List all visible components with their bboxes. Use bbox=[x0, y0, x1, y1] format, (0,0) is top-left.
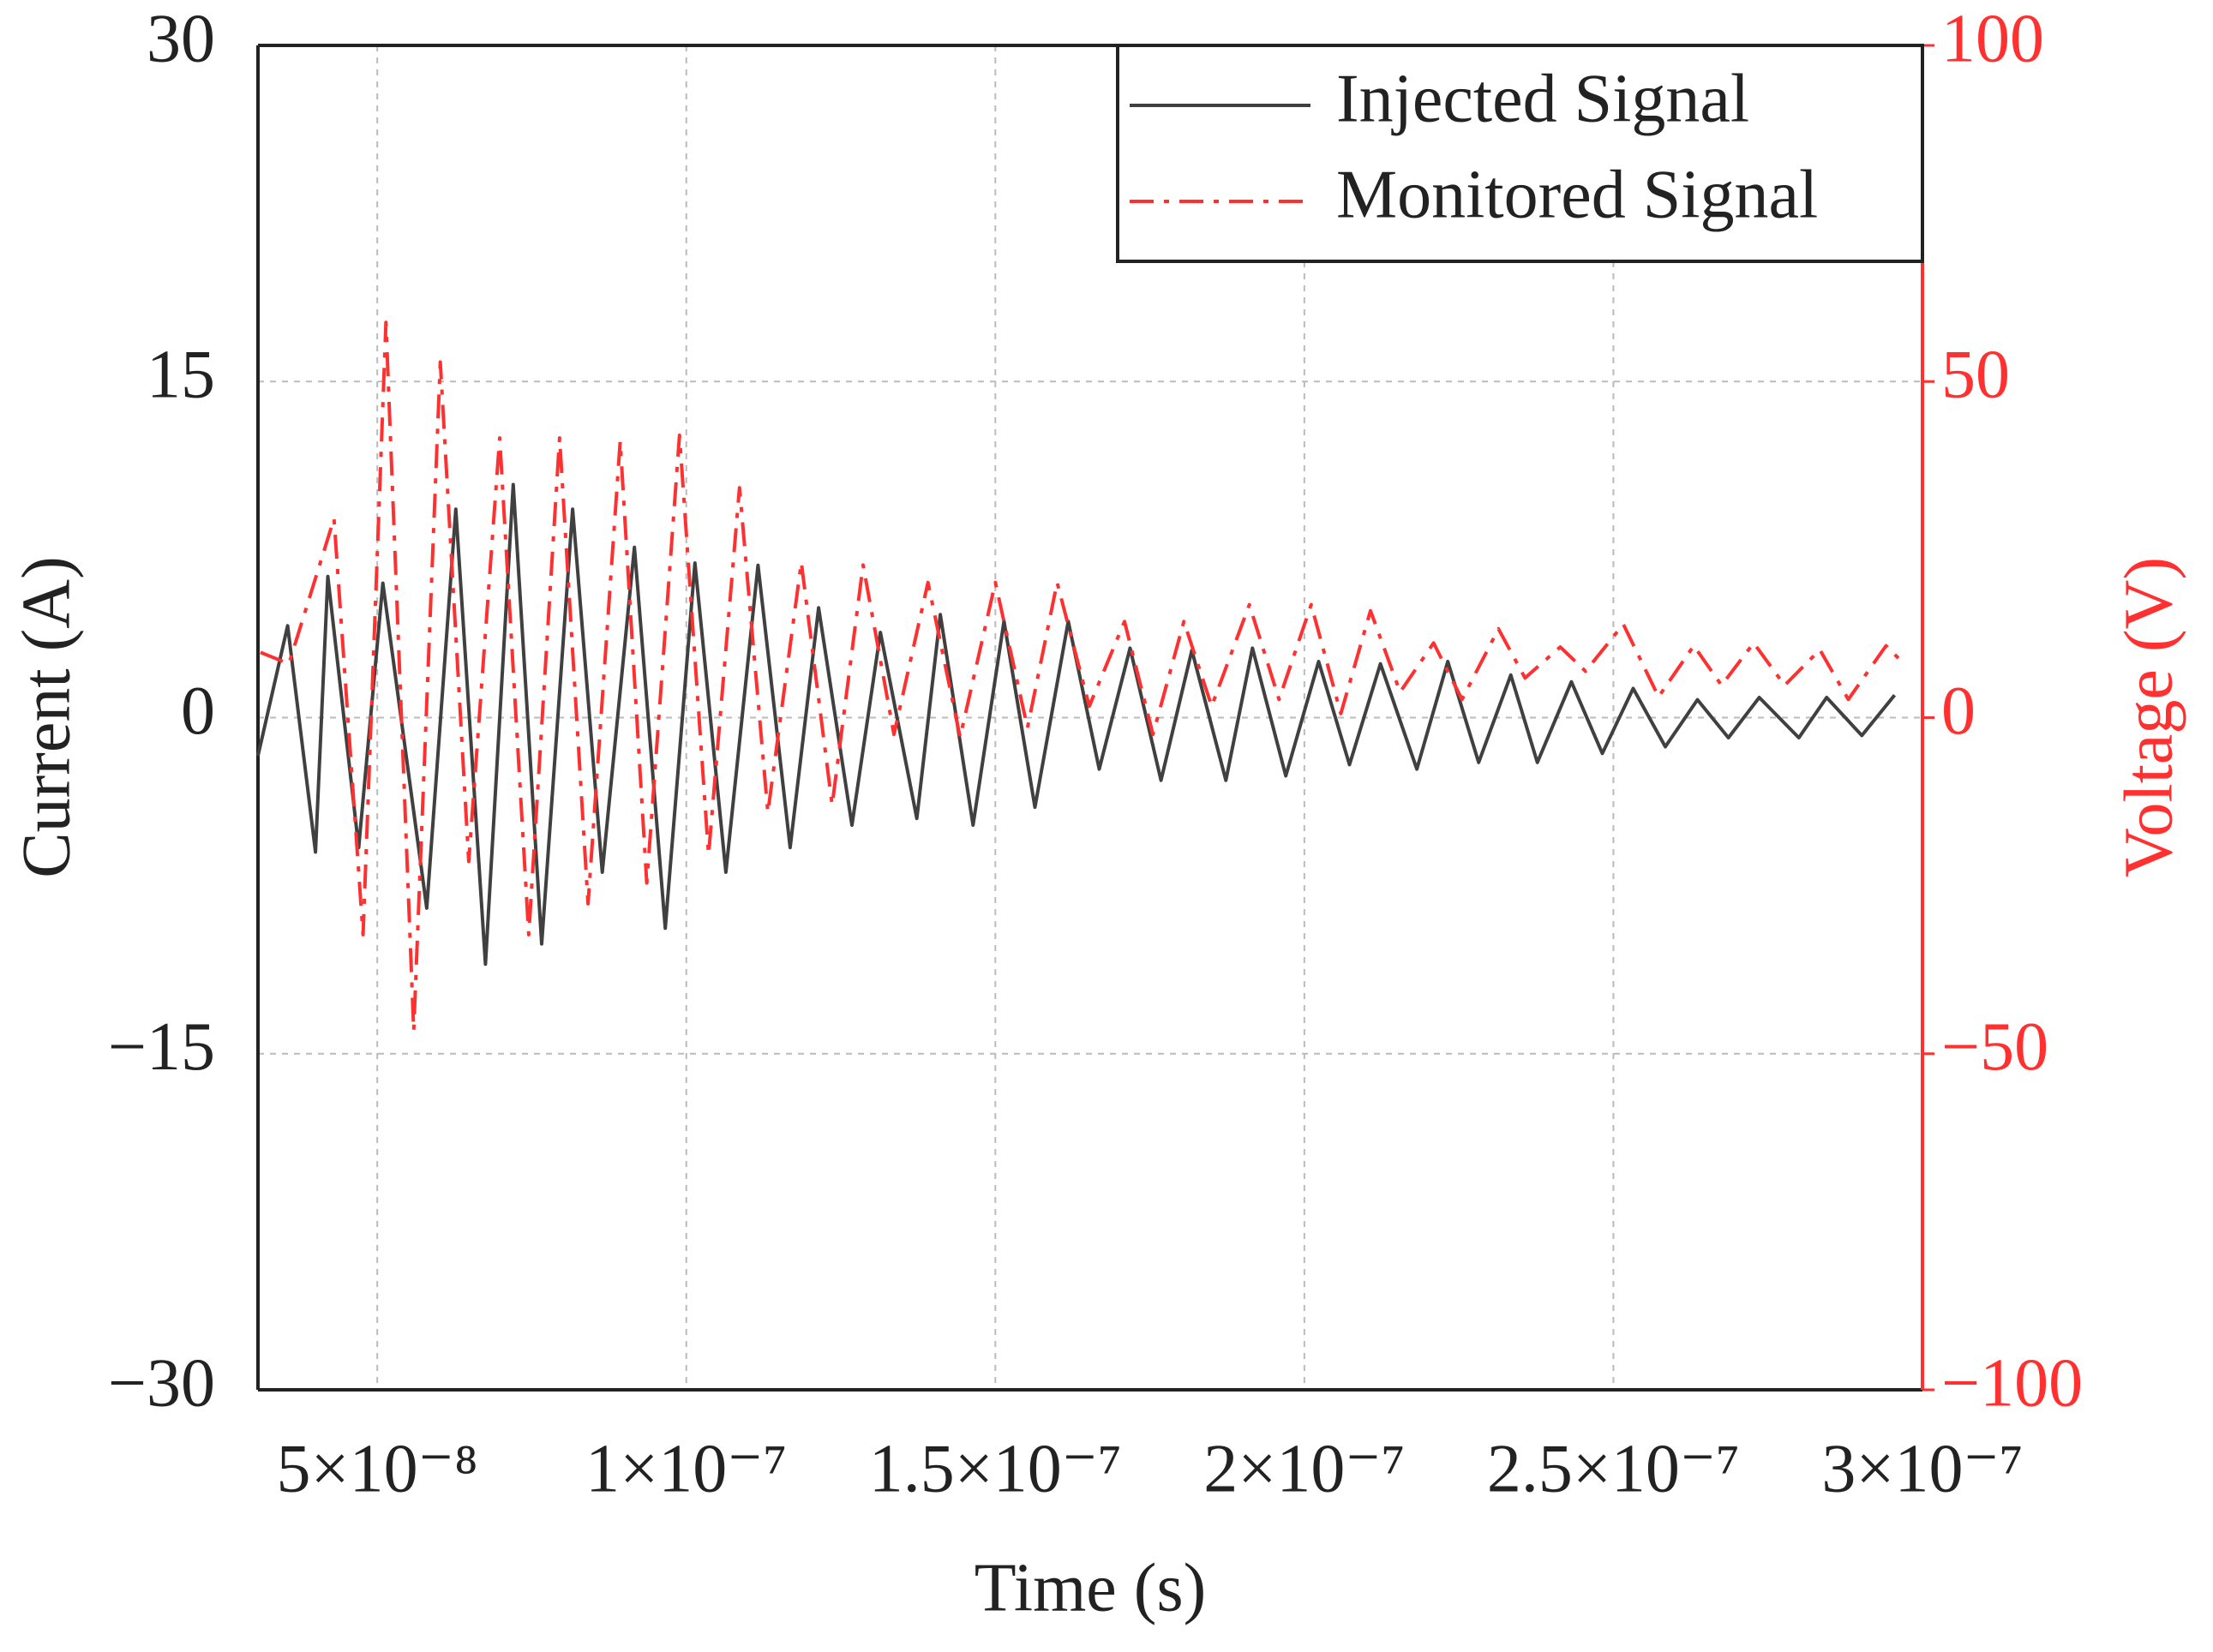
y-axis-label: Current (A) bbox=[9, 556, 84, 877]
y2-tick-label: 100 bbox=[1941, 1, 2044, 76]
y-tick-label: 15 bbox=[147, 338, 215, 413]
x-tick-label: 2×10⁻⁷ bbox=[1203, 1431, 1405, 1506]
legend-label: Injected Signal bbox=[1336, 61, 1749, 136]
y-tick-label: 0 bbox=[181, 673, 215, 749]
y-tick-label: −30 bbox=[108, 1345, 215, 1421]
y2-tick-label: −50 bbox=[1941, 1009, 2048, 1085]
series-line bbox=[256, 482, 1897, 967]
x-tick-label: 3×10⁻⁷ bbox=[1821, 1431, 2023, 1506]
y-tick-label: 30 bbox=[147, 1, 215, 76]
x-axis-label: Time (s) bbox=[975, 1550, 1206, 1625]
y2-axis-label: Voltage (V) bbox=[2111, 557, 2186, 877]
x-tick-label: 5×10⁻⁸ bbox=[277, 1431, 478, 1506]
y2-tick-label: −100 bbox=[1941, 1345, 2083, 1421]
legend-label: Monitored Signal bbox=[1336, 157, 1818, 232]
series-line bbox=[260, 320, 1905, 1033]
x-tick-label: 1.5×10⁻⁷ bbox=[869, 1431, 1122, 1506]
y-tick-label: −15 bbox=[108, 1009, 215, 1085]
y2-tick-label: 50 bbox=[1941, 338, 2010, 413]
x-tick-label: 2.5×10⁻⁷ bbox=[1487, 1431, 1740, 1506]
legend-box bbox=[1116, 44, 1924, 263]
y2-tick-label: 0 bbox=[1941, 673, 1976, 749]
x-tick-label: 1×10⁻⁷ bbox=[585, 1431, 787, 1506]
